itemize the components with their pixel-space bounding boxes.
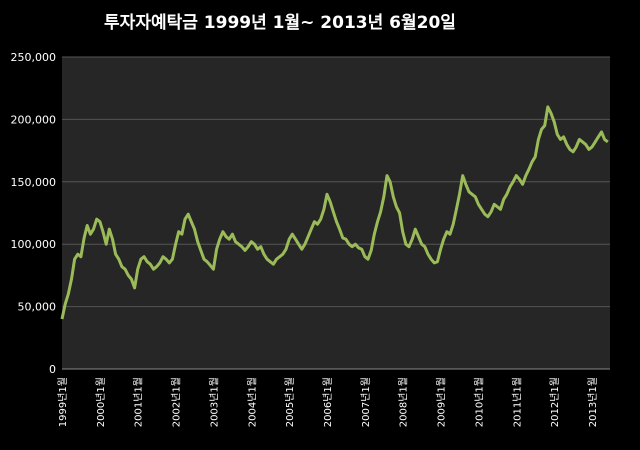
x-tick-label: 1999년1월 <box>57 377 69 427</box>
x-axis-ticks: 1999년1월 2000년1월 2001년1월 2002년1월 2003년1월 2004년… <box>57 377 599 427</box>
x-tick-label: 2012년1월 <box>549 377 561 427</box>
x-tick-label: 2005년1월 <box>284 377 296 427</box>
x-tick-label: 2006년1월 <box>322 377 334 427</box>
x-tick-label: 2011년1월 <box>511 377 523 427</box>
chart-title: 투자자예탁금 1999년 1월~ 2013년 6월20일 <box>104 13 456 33</box>
x-tick-label: 2010년1월 <box>473 377 485 427</box>
plot-area <box>62 57 610 369</box>
x-tick-label: 2008년1월 <box>398 377 410 427</box>
series-line <box>60 105 609 320</box>
x-tick-label: 2002년1월 <box>171 377 183 427</box>
x-tick-label: 2003년1월 <box>208 377 220 427</box>
y-tick-label: 50,000 <box>18 301 57 314</box>
x-tick-label: 2000년1월 <box>95 377 107 427</box>
y-tick-label: 250,000 <box>11 51 57 64</box>
y-axis-ticks: 0 50,000 100,000 150,000 200,000 250,000 <box>11 51 57 376</box>
y-tick-label: 0 <box>49 363 56 376</box>
gridlines <box>62 56 610 308</box>
x-tick-label: 2004년1월 <box>246 377 258 427</box>
y-tick-label: 200,000 <box>11 113 57 126</box>
x-tick-label: 2013년1월 <box>587 377 599 427</box>
x-tick-label: 2009년1월 <box>436 377 448 427</box>
y-tick-label: 100,000 <box>11 238 57 251</box>
y-tick-label: 150,000 <box>11 176 57 189</box>
x-tick-label: 2001년1월 <box>133 377 145 427</box>
x-tick-label: 2007년1월 <box>360 377 372 427</box>
